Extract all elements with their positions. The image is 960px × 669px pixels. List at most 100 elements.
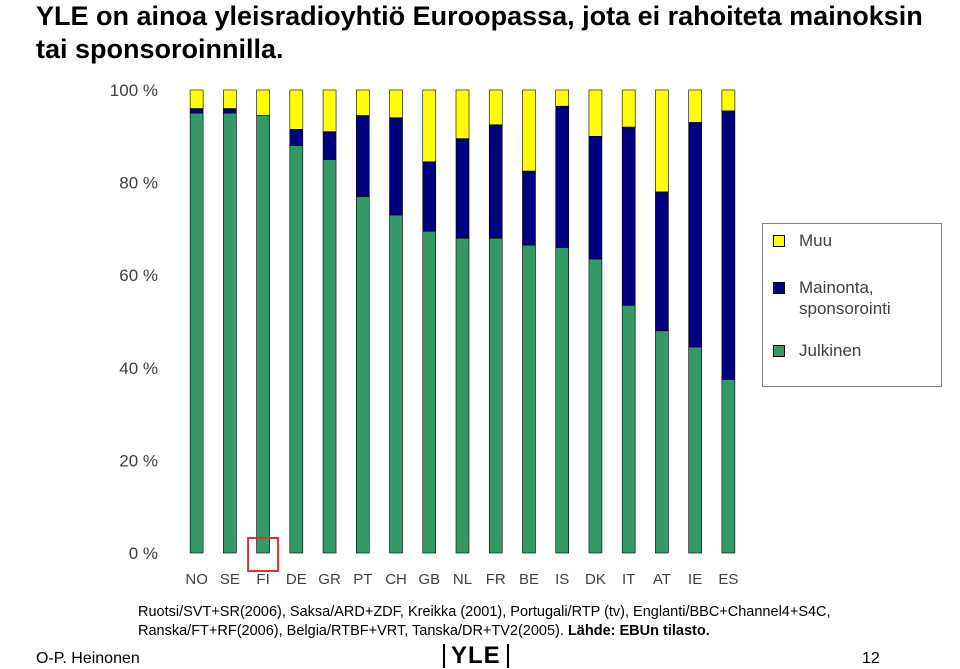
bar-segment-it-0 [621,304,636,554]
source-line-2-text: Ranska/FT+RF(2006), Belgia/RTBF+VRT, Tan… [138,623,568,639]
bar-segment-pt-2 [355,89,370,116]
legend-label: Julkinen [799,341,862,360]
bar-segment-se-1 [223,108,237,114]
bar-segment-de-1 [289,129,304,146]
highlight-box-fi [247,537,280,572]
bar-segment-is-1 [555,105,570,248]
bar-segment-gr-0 [322,159,337,554]
bar-segment-ch-0 [389,214,403,554]
bar-segment-ie-0 [688,346,702,554]
source-attribution: Lähde: EBUn tilasto. [567,623,710,639]
bar-segment-be-2 [522,89,536,172]
bar-segment-es-1 [721,110,736,380]
chart-legend: Muu Mainonta, sponsorointi Julkinen [762,223,942,387]
bar-segment-gr-1 [322,131,337,160]
bar-segment-de-0 [289,145,304,554]
legend-swatch-mainonta [773,282,785,294]
bar-segment-it-1 [621,126,636,306]
bar-segment-be-1 [522,170,536,246]
bar-segment-dk-1 [588,136,603,260]
y-tick-label: 100 % [110,81,158,100]
x-tick-label-se: SE [220,571,240,588]
y-tick-label: 0 % [129,544,158,563]
bar-segment-ch-2 [389,89,403,119]
x-axis: NO SE FI DE GR PT CH GB NL FR BE IS DK IT AT IE ES [185,571,738,588]
x-tick-label-fr: FR [486,571,506,588]
x-tick-label-es: ES [718,571,738,588]
legend-swatch-muu [773,235,785,247]
x-tick-label-pt: PT [353,571,372,588]
author-name: O-P. Heinonen [36,650,140,667]
bar-segment-ch-1 [389,117,403,216]
y-axis: 0 % 20 % 40 % 60 % 80 % 100 % [110,81,158,563]
bar-segment-at-1 [655,191,669,332]
y-tick-label: 60 % [119,266,158,285]
bar-segment-es-0 [721,379,736,554]
bar-segment-dk-2 [588,89,603,137]
legend-label: Muu [799,231,833,250]
x-tick-label-fi: FI [256,571,269,588]
y-tick-label: 80 % [119,174,158,193]
x-tick-label-dk: DK [585,571,606,588]
bar-segment-gr-2 [322,89,337,132]
page-number: 12 [862,650,880,667]
slide-title: YLE on ainoa yleisradioyhtiö Euroopassa,… [36,1,923,64]
bar-segment-fr-1 [488,124,503,239]
logo-text: YLE [451,642,501,669]
bar-segment-se-2 [223,89,237,109]
bar-segment-is-2 [555,89,570,107]
bar-segment-fr-2 [488,89,503,126]
x-tick-label-gr: GR [318,571,341,588]
legend-item-julkinen: Julkinen [773,340,929,361]
yle-logo: YLE [443,643,509,669]
bar-segment-dk-0 [588,258,603,554]
bar-segment-nl-0 [455,237,470,554]
y-tick-label: 40 % [119,359,158,378]
legend-item-mainonta: Mainonta, sponsorointi [773,277,929,319]
x-tick-label-ch: CH [385,571,407,588]
x-tick-label-ie: IE [688,571,702,588]
bar-segment-at-2 [655,89,669,193]
bar-segment-no-1 [189,108,204,114]
bar-segment-it-2 [621,89,636,128]
source-line-1: Ruotsi/SVT+SR(2006), Saksa/ARD+ZDF, Krei… [138,604,831,620]
highlight-layer [247,537,280,572]
bar-segment-no-0 [189,112,204,554]
bar-segment-gb-1 [422,161,437,232]
bar-segment-pt-1 [355,115,370,197]
legend-label: Mainonta, sponsorointi [799,278,891,318]
bar-segment-es-2 [721,89,736,112]
bar-segment-gb-0 [422,230,437,554]
x-tick-label-nl: NL [453,571,472,588]
bar-segment-be-0 [522,244,536,554]
y-tick-label: 20 % [119,451,158,470]
bar-segment-fi-2 [256,89,270,116]
x-tick-label-de: DE [286,571,307,588]
logo-bar-right [506,644,509,668]
bar-segment-at-0 [655,330,669,554]
source-note: Ruotsi/SVT+SR(2006), Saksa/ARD+ZDF, Krei… [138,603,938,641]
bar-segment-ie-2 [688,89,702,123]
bar-segment-nl-2 [455,89,470,139]
x-tick-label-it: IT [622,571,635,588]
bar-segment-fr-0 [488,237,503,554]
source-line-2: Ranska/FT+RF(2006), Belgia/RTBF+VRT, Tan… [138,622,938,641]
bar-segment-ie-1 [688,122,702,348]
bar-segment-no-2 [189,89,204,109]
x-tick-label-is: IS [555,571,569,588]
x-tick-label-at: AT [653,571,671,588]
bar-segment-se-0 [223,112,237,554]
bar-segment-is-0 [555,247,570,554]
bar-segment-nl-1 [455,138,470,239]
logo-bar-left [443,644,445,668]
x-tick-label-be: BE [519,571,539,588]
bar-segment-fi-0 [256,115,270,554]
bar-segment-de-2 [289,89,304,130]
bars [189,89,736,554]
x-tick-label-no: NO [185,571,208,588]
bar-segment-gb-2 [422,89,437,163]
legend-item-muu: Muu [773,230,929,251]
legend-swatch-julkinen [773,345,785,357]
bar-segment-pt-0 [355,196,370,554]
